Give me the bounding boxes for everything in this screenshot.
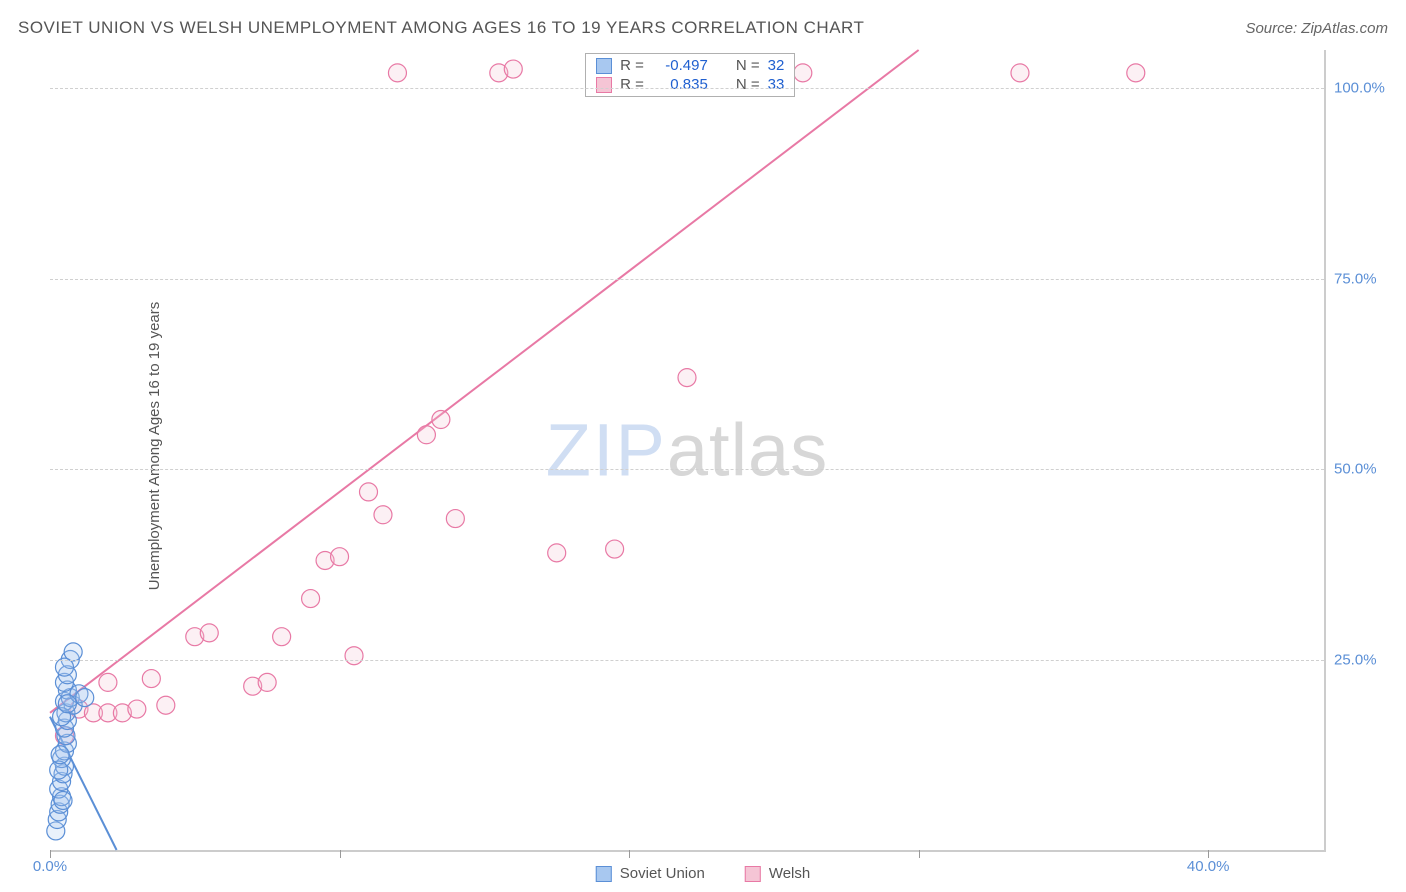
data-point xyxy=(374,506,392,524)
gridline-h xyxy=(50,660,1324,661)
data-point xyxy=(55,658,73,676)
x-tick xyxy=(340,850,341,858)
data-point xyxy=(606,540,624,558)
stats-swatch xyxy=(596,58,612,74)
stats-n-label: N = xyxy=(736,76,760,93)
data-point xyxy=(345,647,363,665)
legend-swatch xyxy=(596,866,612,882)
data-point xyxy=(273,628,291,646)
data-point xyxy=(99,673,117,691)
gridline-h xyxy=(50,88,1324,89)
stats-n-label: N = xyxy=(736,57,760,74)
stats-n-value: 32 xyxy=(768,57,785,74)
y-tick-label: 100.0% xyxy=(1334,80,1394,97)
bottom-legend: Soviet Union Welsh xyxy=(596,865,810,882)
x-tick xyxy=(50,850,51,858)
x-tick-label: 40.0% xyxy=(1187,858,1230,875)
data-point xyxy=(1127,64,1145,82)
data-point xyxy=(142,670,160,688)
data-point xyxy=(388,64,406,82)
data-point xyxy=(794,64,812,82)
stats-row: R = -0.497 N = 32 xyxy=(596,56,784,75)
x-tick xyxy=(629,850,630,858)
stats-r-value: 0.835 xyxy=(652,76,708,93)
data-point xyxy=(504,60,522,78)
data-point xyxy=(331,548,349,566)
x-tick xyxy=(919,850,920,858)
chart-plot-area: ZIPatlas R =-0.497N =32R =0.835N =33 25.… xyxy=(50,50,1326,852)
source-label: Source: ZipAtlas.com xyxy=(1245,20,1388,37)
data-point xyxy=(548,544,566,562)
data-point xyxy=(432,411,450,429)
data-point xyxy=(678,369,696,387)
data-point xyxy=(51,746,69,764)
legend-item: Welsh xyxy=(745,865,810,882)
data-point xyxy=(128,700,146,718)
data-point xyxy=(157,696,175,714)
data-point xyxy=(76,689,94,707)
legend-item: Soviet Union xyxy=(596,865,705,882)
data-point xyxy=(58,695,76,713)
data-point xyxy=(200,624,218,642)
data-point xyxy=(54,791,72,809)
x-tick xyxy=(1208,850,1209,858)
data-point xyxy=(360,483,378,501)
stats-n-value: 33 xyxy=(768,76,785,93)
chart-title: SOVIET UNION VS WELSH UNEMPLOYMENT AMONG… xyxy=(18,18,864,38)
stats-box: R = -0.497 N = 32 R = 0.835 N = 33 xyxy=(585,53,795,97)
x-tick-label: 0.0% xyxy=(33,858,67,875)
stats-r-value: -0.497 xyxy=(652,57,708,74)
data-point xyxy=(258,673,276,691)
legend-label: Soviet Union xyxy=(620,865,705,882)
trend-line xyxy=(50,50,919,713)
stats-r-label: R = xyxy=(620,57,644,74)
gridline-h xyxy=(50,469,1324,470)
data-point xyxy=(446,510,464,528)
data-point xyxy=(417,426,435,444)
stats-row: R = 0.835 N = 33 xyxy=(596,75,784,94)
y-tick-label: 25.0% xyxy=(1334,651,1394,668)
gridline-h xyxy=(50,279,1324,280)
scatter-svg xyxy=(50,50,1324,850)
y-tick-label: 75.0% xyxy=(1334,270,1394,287)
legend-swatch xyxy=(745,866,761,882)
stats-swatch xyxy=(596,77,612,93)
legend-label: Welsh xyxy=(769,865,810,882)
data-point xyxy=(302,590,320,608)
y-tick-label: 50.0% xyxy=(1334,461,1394,478)
stats-r-label: R = xyxy=(620,76,644,93)
data-point xyxy=(1011,64,1029,82)
